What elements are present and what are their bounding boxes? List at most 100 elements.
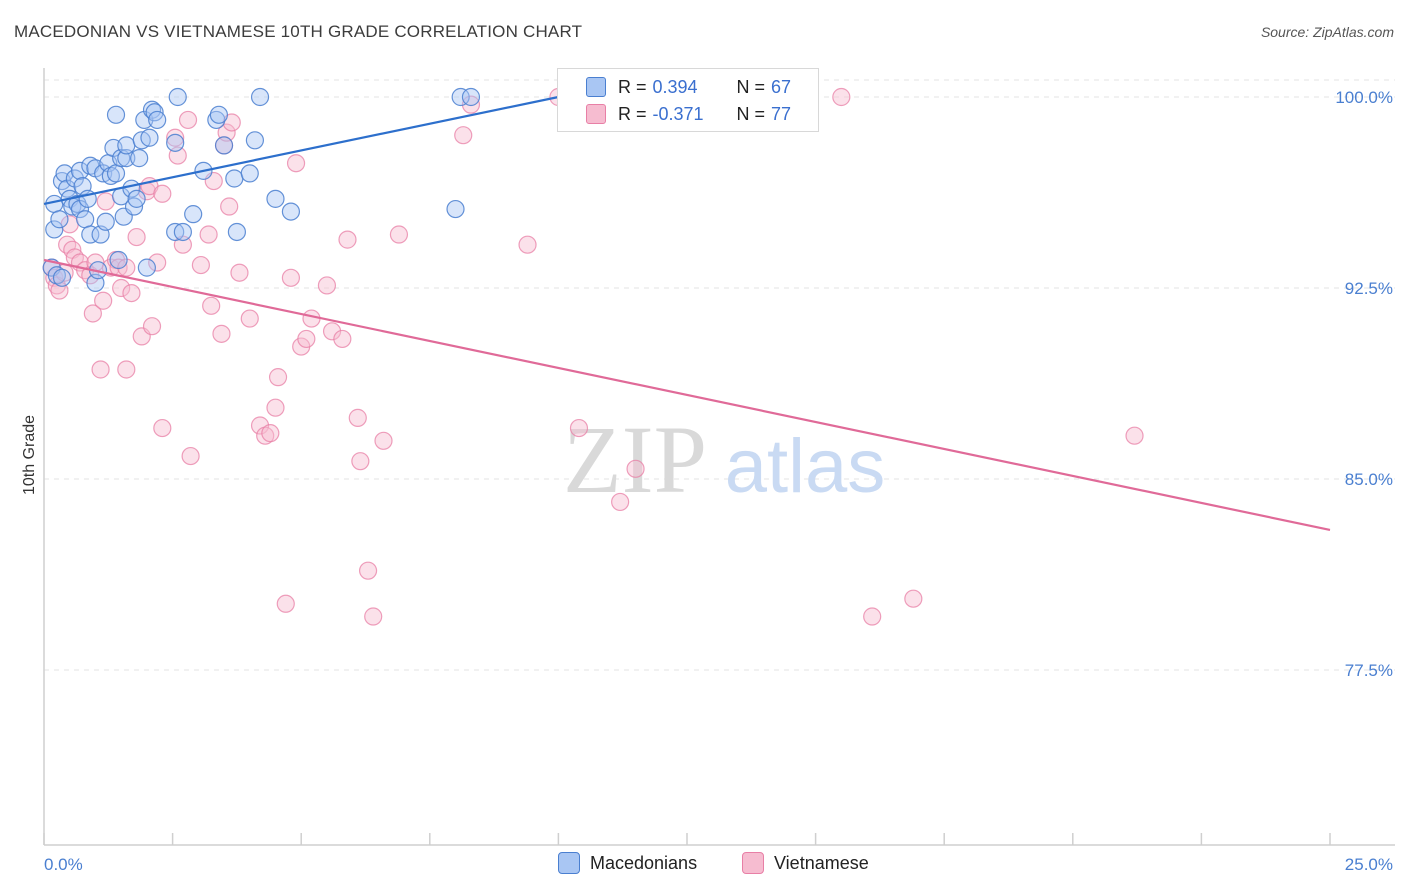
watermark: ZIP atlas [563, 406, 885, 513]
macedonian-point [140, 128, 159, 147]
watermark-atlas: atlas [725, 424, 886, 509]
y-tick-label: 85.0% [1345, 470, 1393, 489]
trend-lines [43, 95, 1331, 532]
vietnamese-point [240, 309, 259, 328]
vietnamese-point [611, 492, 630, 512]
macedonian-point [451, 87, 470, 107]
axes [43, 68, 1395, 846]
y-tick-labels: 77.5% 85.0% 92.5% 100.0% [1335, 88, 1393, 680]
legend-swatch-pink [586, 104, 606, 124]
legend-n-label: N = [736, 76, 766, 97]
legend-row-vietnamese: R = -0.371 N = 77 [558, 100, 791, 128]
macedonian-point [117, 136, 136, 155]
legend-r-label: R = [618, 76, 647, 97]
vietnamese-point [178, 110, 198, 130]
vietnamese-point [302, 309, 321, 328]
macedonian-point [101, 166, 120, 186]
macedonian-point [106, 164, 126, 183]
macedonian-point [168, 87, 187, 107]
vietnamese-point [626, 459, 645, 478]
vietnamese-point [389, 225, 409, 244]
macedonian-point [47, 266, 66, 285]
vietnamese-swatch [742, 852, 764, 874]
vietnamese-point [94, 291, 113, 310]
vietnamese-points [42, 87, 1144, 626]
macedonian-point [250, 87, 270, 107]
legend-r-value: 0.394 [652, 76, 698, 97]
vietnamese-point [153, 418, 172, 438]
legend-n-value: 77 [771, 103, 792, 124]
macedonian-point [142, 100, 162, 119]
vietnamese-point [148, 253, 167, 272]
vietnamese-point [281, 268, 301, 287]
vietnamese-point [117, 360, 136, 379]
vietnamese-point [322, 322, 342, 341]
vietnamese-label: Vietnamese [774, 852, 869, 873]
vietnamese-point [199, 225, 218, 244]
macedonian-point [446, 199, 465, 219]
macedonian-point [281, 202, 301, 221]
vietnamese-point [863, 607, 882, 626]
macedonian-point [76, 210, 95, 229]
macedonian-point [245, 131, 265, 150]
vietnamese-point [122, 283, 141, 303]
vietnamese-point [202, 296, 221, 315]
macedonian-point [137, 258, 156, 277]
vietnamese-point [569, 418, 589, 438]
stats-legend: R = 0.394 N = 67 R = -0.371 N = 77 [557, 68, 819, 132]
vietnamese-trend-line [43, 258, 1331, 532]
vietnamese-point [454, 126, 473, 145]
macedonian-point [135, 110, 154, 130]
vietnamese-point [286, 154, 306, 173]
macedonian-point [106, 105, 126, 124]
legend-r-value: -0.371 [652, 103, 704, 124]
vietnamese-point [518, 235, 537, 254]
macedonian-point [68, 194, 87, 214]
macedonians-trend-line [43, 95, 559, 206]
macedonian-point [70, 199, 90, 219]
macedonian-point [52, 268, 72, 287]
macedonian-point [184, 205, 203, 224]
macedonian-point [117, 149, 136, 168]
vietnamese-point [220, 197, 239, 216]
legend-item-vietnamese[interactable]: Vietnamese [742, 852, 869, 874]
macedonian-point [166, 222, 185, 242]
vietnamese-point [461, 95, 481, 114]
macedonians-swatch [558, 852, 580, 874]
vietnamese-point [276, 594, 295, 613]
vietnamese-point [351, 452, 370, 471]
vietnamese-point [374, 431, 393, 450]
vietnamese-point [338, 230, 357, 249]
vietnamese-point [83, 304, 102, 323]
vietnamese-point [1125, 426, 1144, 445]
vietnamese-point [333, 329, 352, 349]
vietnamese-point [261, 424, 280, 443]
macedonian-point [166, 133, 185, 152]
vietnamese-point [348, 408, 367, 427]
vietnamese-point [832, 87, 851, 107]
macedonian-point [227, 222, 246, 242]
x-tick-label-max: 25.0% [1345, 855, 1393, 874]
vietnamese-point [153, 184, 172, 203]
legend-n-value: 67 [771, 76, 792, 97]
y-tick-label: 100.0% [1335, 88, 1393, 107]
macedonian-point [127, 189, 146, 208]
vietnamese-point [212, 324, 231, 343]
macedonian-point [50, 210, 69, 229]
vietnamese-point [91, 360, 110, 379]
y-tick-label: 92.5% [1345, 279, 1393, 298]
macedonian-point [225, 169, 244, 188]
vietnamese-point [268, 368, 288, 387]
vietnamese-point [297, 329, 316, 349]
legend-row-macedonians: R = 0.394 N = 67 [558, 73, 791, 101]
vietnamese-point [250, 416, 270, 435]
vietnamese-point [256, 426, 275, 445]
legend-item-macedonians[interactable]: Macedonians [558, 852, 697, 874]
vietnamese-point [142, 317, 162, 336]
macedonian-point [55, 164, 74, 183]
series-legend: Macedonians Vietnamese [0, 852, 1406, 878]
macedonian-point [130, 149, 149, 168]
vietnamese-point [266, 398, 285, 417]
legend-n-label: N = [736, 103, 766, 124]
legend-r-label: R = [618, 103, 647, 124]
